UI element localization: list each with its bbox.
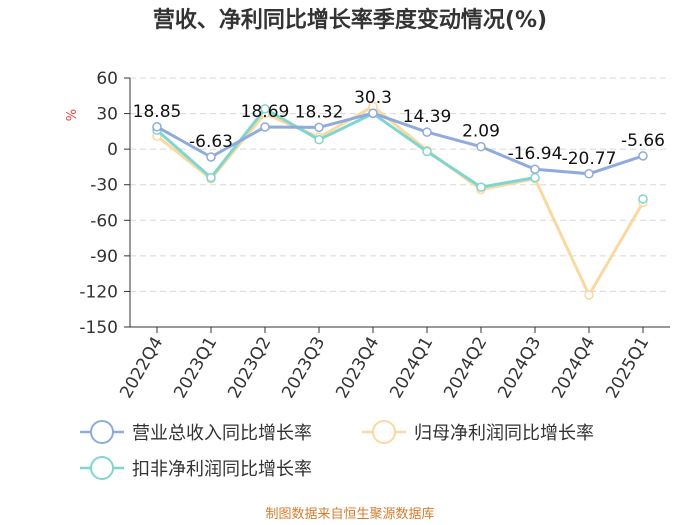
y-tick-label: 0	[107, 140, 118, 160]
data-label: 18.69	[241, 102, 290, 122]
legend-item-2: 归母净利润同比增长率	[362, 420, 594, 444]
y-tick-label: -30	[90, 176, 118, 196]
data-point	[476, 141, 486, 152]
legend-item-1: 营业总收入同比增长率	[80, 420, 312, 444]
y-axis-label: %	[65, 109, 80, 121]
series-line	[156, 111, 644, 176]
data-label: -5.66	[621, 131, 665, 151]
x-tick-label: 2025Q1	[602, 334, 653, 402]
grid-lines	[130, 77, 670, 292]
data-point	[206, 152, 216, 162]
legend-marker	[90, 420, 114, 444]
data-label: 18.32	[295, 102, 344, 122]
legend-item-3: 扣非净利润同比增长率	[80, 456, 312, 480]
data-point	[152, 122, 162, 132]
data-label: 30.3	[354, 88, 392, 108]
data-point	[530, 172, 540, 183]
chart-title: 营收、净利同比增长率季度变动情况(%)	[153, 7, 547, 33]
data-label: -16.94	[508, 144, 563, 164]
data-label: -20.77	[562, 149, 617, 169]
series-group	[152, 101, 648, 300]
data-point	[584, 290, 594, 300]
legend-marker	[372, 420, 396, 444]
legend-marker	[90, 456, 114, 480]
data-point	[638, 151, 648, 161]
x-tick-label: 2023Q4	[332, 334, 383, 402]
data-label: -6.63	[189, 132, 233, 152]
y-tick-label: 30	[96, 105, 118, 125]
y-tick-label: -150	[79, 318, 118, 338]
series-1	[152, 108, 648, 179]
source-note: 制图数据来自恒生聚源数据库	[265, 506, 434, 522]
x-tick-label: 2022Q4	[116, 334, 167, 402]
x-ticks: 2022Q4 2023Q1 2023Q2 2023Q3 2023Q4 2024Q1 2024…	[116, 334, 653, 402]
y-tick-label: 60	[96, 69, 118, 89]
data-point	[476, 182, 486, 192]
series-line	[156, 105, 645, 297]
x-tick-label: 2023Q2	[224, 334, 275, 402]
data-point	[422, 127, 432, 137]
data-label: 2.09	[462, 122, 500, 142]
legend-label: 扣非净利润同比增长率	[132, 459, 312, 480]
data-point	[260, 104, 270, 114]
data-point	[260, 122, 270, 132]
data-point	[314, 122, 324, 133]
y-tick-label: -90	[90, 247, 118, 267]
x-tick-label: 2024Q1	[386, 334, 437, 402]
data-label: 14.39	[403, 107, 452, 127]
data-point	[584, 169, 594, 179]
y-tick-label: -120	[79, 282, 118, 302]
data-point	[368, 108, 378, 118]
x-tick-label: 2024Q4	[548, 334, 599, 402]
data-label: 18.85	[133, 102, 182, 122]
data-point	[314, 134, 324, 145]
x-tick-label: 2024Q3	[494, 334, 545, 402]
axes	[124, 77, 670, 333]
x-tick-label: 2024Q2	[440, 334, 491, 402]
y-tick-label: -60	[90, 211, 118, 231]
legend-label: 归母净利润同比增长率	[414, 423, 594, 444]
y-ticks: 60 30 0 -30 -60 -90 -120 -150	[79, 69, 118, 338]
x-tick-label: 2023Q3	[278, 334, 329, 402]
data-point	[206, 172, 216, 183]
data-point	[638, 194, 648, 204]
legend-label: 营业总收入同比增长率	[132, 423, 312, 444]
x-tick-label: 2023Q1	[170, 334, 221, 402]
data-point	[422, 146, 432, 157]
data-point	[530, 164, 540, 174]
